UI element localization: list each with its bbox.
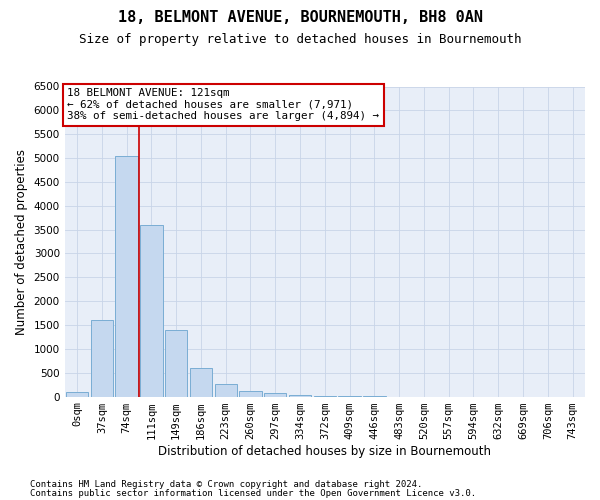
Bar	[239, 391, 262, 396]
Bar	[140, 225, 163, 396]
Text: Size of property relative to detached houses in Bournemouth: Size of property relative to detached ho…	[79, 32, 521, 46]
Y-axis label: Number of detached properties: Number of detached properties	[15, 148, 28, 334]
Bar	[115, 156, 138, 396]
X-axis label: Distribution of detached houses by size in Bournemouth: Distribution of detached houses by size …	[158, 444, 491, 458]
Bar	[91, 320, 113, 396]
Bar	[66, 392, 88, 396]
Bar	[215, 384, 237, 396]
Text: 18, BELMONT AVENUE, BOURNEMOUTH, BH8 0AN: 18, BELMONT AVENUE, BOURNEMOUTH, BH8 0AN	[118, 10, 482, 25]
Text: Contains public sector information licensed under the Open Government Licence v3: Contains public sector information licen…	[30, 488, 476, 498]
Text: 18 BELMONT AVENUE: 121sqm
← 62% of detached houses are smaller (7,971)
38% of se: 18 BELMONT AVENUE: 121sqm ← 62% of detac…	[67, 88, 379, 122]
Text: Contains HM Land Registry data © Crown copyright and database right 2024.: Contains HM Land Registry data © Crown c…	[30, 480, 422, 489]
Bar	[190, 368, 212, 396]
Bar	[264, 393, 286, 396]
Bar	[165, 330, 187, 396]
Bar	[289, 395, 311, 396]
